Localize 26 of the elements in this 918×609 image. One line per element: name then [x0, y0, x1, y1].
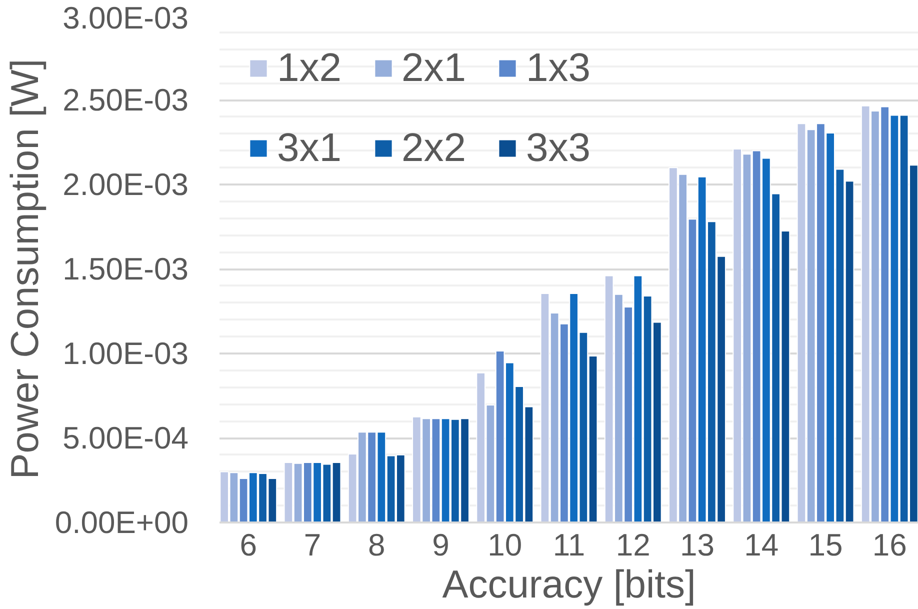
x-tick-label: 15 — [808, 528, 843, 562]
x-tick-label: 12 — [616, 528, 650, 562]
x-axis-title: Accuracy [bits] — [442, 564, 696, 606]
y-tick-label: 2.00E-03 — [62, 167, 189, 202]
x-tick-label: 14 — [744, 528, 779, 562]
y-tick-label: 1.00E-03 — [62, 336, 189, 371]
y-axis-title: Power Consumption [W] — [4, 58, 47, 480]
x-tick-label: 7 — [304, 528, 322, 562]
y-tick-label: 0.00E+00 — [54, 505, 189, 540]
legend-label: 2x2 — [402, 124, 466, 172]
x-tick-label: 6 — [240, 528, 257, 562]
y-tick-label: 5.00E-04 — [62, 420, 189, 456]
x-tick-label: 13 — [680, 528, 714, 562]
y-tick-label: 3.00E-03 — [62, 0, 189, 36]
x-tick-label: 9 — [432, 528, 450, 562]
legend-label: 1x2 — [277, 44, 342, 92]
legend-label: 3x1 — [277, 124, 342, 172]
x-tick-label: 8 — [368, 528, 386, 562]
y-tick-label: 2.50E-03 — [62, 82, 189, 118]
x-tick-label: 16 — [872, 528, 907, 562]
legend-label: 1x3 — [526, 44, 590, 92]
legend-label: 3x3 — [526, 124, 590, 172]
y-tick-label: 1.50E-03 — [62, 252, 189, 286]
legend-label: 2x1 — [402, 44, 466, 92]
x-tick-label: 10 — [488, 528, 522, 562]
x-tick-label: 11 — [552, 528, 586, 562]
